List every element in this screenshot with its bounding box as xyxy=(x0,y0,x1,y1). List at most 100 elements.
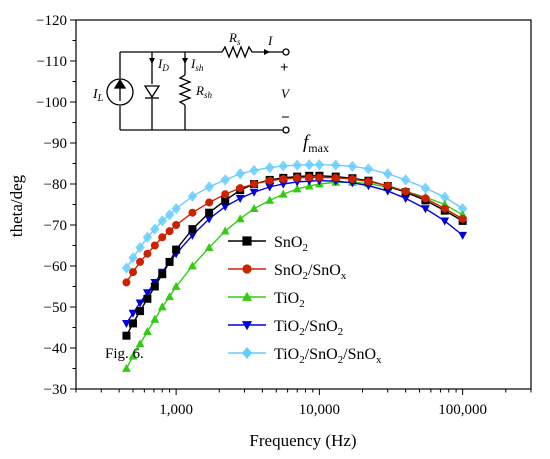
data-point xyxy=(136,307,145,316)
y-tick-label: −80 xyxy=(44,177,67,193)
y-tick-label: −90 xyxy=(44,136,67,152)
legend-label: TiO2/SnO2 xyxy=(274,318,343,338)
data-point xyxy=(136,257,145,266)
diode-icon xyxy=(143,85,161,99)
data-point xyxy=(401,187,410,196)
legend-swatch-marker xyxy=(242,264,252,274)
data-point xyxy=(383,168,393,180)
data-point xyxy=(278,160,289,172)
y-tick-label: −50 xyxy=(44,300,67,316)
data-point xyxy=(440,217,450,226)
data-point xyxy=(158,233,167,242)
data-point xyxy=(458,214,467,223)
data-point xyxy=(171,281,181,290)
output-current-arrow xyxy=(264,49,270,55)
fmax-annotation: fmax xyxy=(303,132,329,155)
data-point xyxy=(204,181,214,193)
data-point xyxy=(331,173,340,182)
data-point xyxy=(172,221,181,229)
label-IL: IL xyxy=(92,87,104,104)
legend-swatch-marker xyxy=(242,236,252,246)
legend-item: TiO2/SnO2 xyxy=(228,318,343,338)
data-point xyxy=(188,261,197,270)
legend-swatch-marker xyxy=(241,321,253,331)
y-tick-label: −40 xyxy=(44,341,67,357)
data-point xyxy=(157,302,167,311)
data-point xyxy=(122,363,131,372)
data-point xyxy=(236,184,245,193)
label-Ish: Ish xyxy=(190,56,204,73)
data-point xyxy=(135,299,145,308)
y-tick-label: −120 xyxy=(36,13,67,29)
y-tick-label: −70 xyxy=(44,218,67,234)
data-point xyxy=(164,209,175,221)
circuit-diagram xyxy=(106,45,290,134)
legend-item: SnO2/SnOx xyxy=(228,262,347,282)
data-point xyxy=(440,204,449,213)
series-resistor-icon xyxy=(221,45,254,59)
data-point xyxy=(128,252,138,264)
data-point xyxy=(458,231,468,240)
data-point xyxy=(305,173,314,182)
data-point xyxy=(264,162,275,174)
data-point xyxy=(265,176,274,185)
legend-label: SnO2 xyxy=(274,234,308,254)
x-tick-label: 1,000 xyxy=(159,402,193,418)
data-point xyxy=(150,223,160,235)
data-point xyxy=(364,177,373,186)
data-point xyxy=(205,208,214,217)
data-point xyxy=(250,180,259,188)
data-point xyxy=(221,196,230,205)
data-point xyxy=(187,190,198,202)
data-point xyxy=(158,270,167,279)
data-point xyxy=(278,180,288,189)
data-point xyxy=(157,215,167,227)
shunt-current-arrow xyxy=(182,58,188,64)
data-point xyxy=(235,168,245,180)
data-point xyxy=(315,173,324,182)
data-point xyxy=(304,159,315,171)
shunt-resistor-icon xyxy=(178,74,192,106)
data-point xyxy=(204,242,214,251)
fmax-main: f xyxy=(303,132,311,153)
data-point xyxy=(401,194,411,203)
data-point xyxy=(235,194,245,203)
data-point xyxy=(293,173,302,182)
data-point xyxy=(347,160,358,172)
data-point xyxy=(128,309,138,318)
y-tick-label: −60 xyxy=(44,259,67,275)
terminal-bottom xyxy=(282,126,290,134)
data-point xyxy=(220,203,230,212)
data-point xyxy=(348,175,357,184)
legend-item: TiO2/SnO2/SnOx xyxy=(228,346,382,366)
series-1 xyxy=(122,173,467,287)
legend: SnO2 SnO2/SnOx TiO2 TiO2/SnO2 TiO2/SnO2/SnOx xyxy=(228,234,382,366)
data-point xyxy=(383,181,392,190)
data-point xyxy=(129,319,138,328)
data-point xyxy=(188,225,197,234)
data-point xyxy=(314,159,325,171)
data-point xyxy=(204,215,214,224)
data-point xyxy=(150,241,159,250)
diode-current-arrow xyxy=(149,58,155,64)
data-point xyxy=(122,331,131,340)
data-point xyxy=(135,339,145,348)
data-point xyxy=(165,257,174,266)
data-point xyxy=(249,164,259,177)
data-point xyxy=(171,203,181,215)
legend-label: SnO2/SnOx xyxy=(274,262,347,282)
data-point xyxy=(400,174,411,186)
x-tick-label: 100,000 xyxy=(438,402,487,418)
data-point xyxy=(142,289,152,298)
y-axis-label: theta/deg xyxy=(7,174,26,237)
fmax-sub: max xyxy=(308,141,329,155)
data-point xyxy=(457,203,468,215)
data-point xyxy=(188,231,197,240)
series-4 xyxy=(121,159,468,274)
data-point xyxy=(122,278,131,287)
legend-swatch-marker xyxy=(241,347,253,359)
data-point xyxy=(143,249,152,258)
legend-label: TiO2/SnO2/SnOx xyxy=(274,346,382,366)
label-plus: + xyxy=(280,60,289,76)
